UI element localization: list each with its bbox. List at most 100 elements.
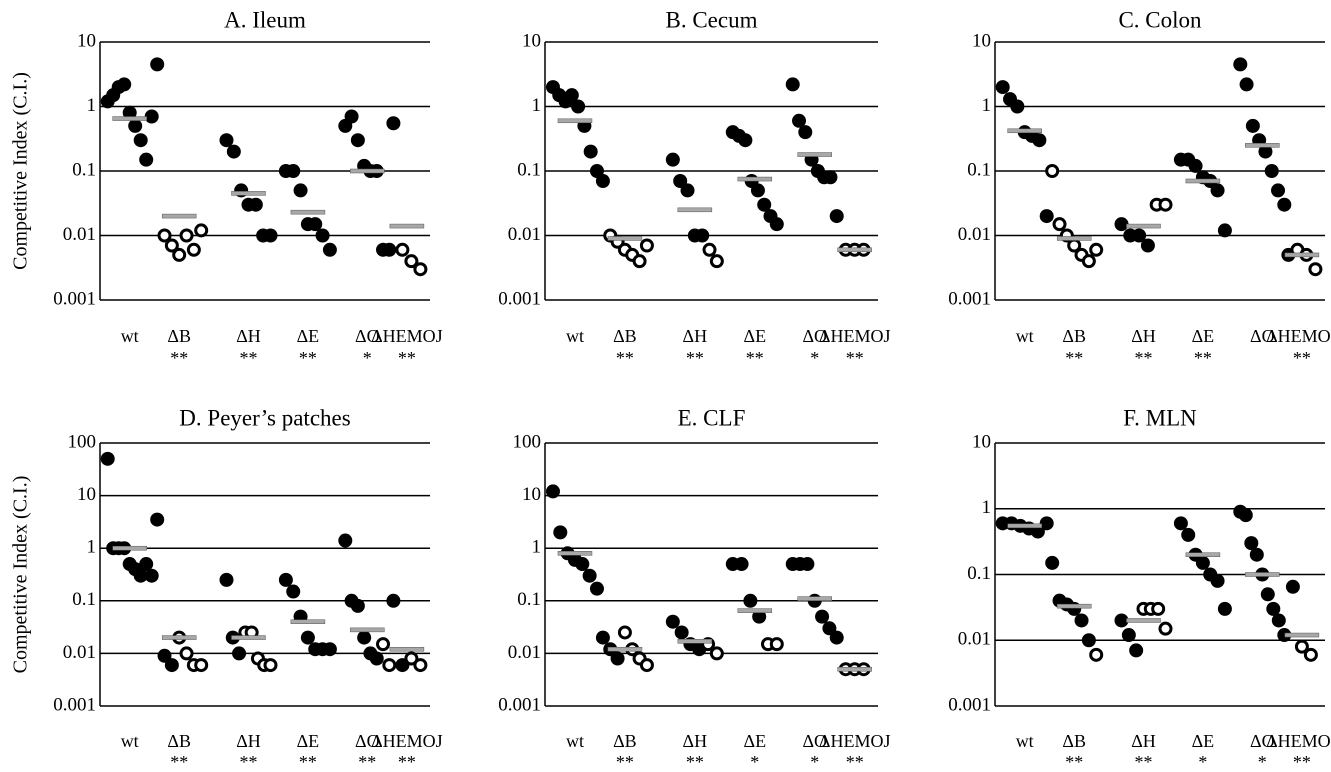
open-point bbox=[617, 625, 632, 640]
filled-point bbox=[357, 630, 372, 645]
x-tick-label: ΔH bbox=[236, 326, 261, 346]
significance: * bbox=[363, 348, 372, 368]
y-tick-label: 0.001 bbox=[498, 694, 541, 715]
x-tick-label: ΔHEMOJ bbox=[371, 731, 443, 751]
filled-point bbox=[582, 568, 597, 583]
significance: ** bbox=[1135, 752, 1153, 772]
filled-point bbox=[144, 568, 159, 583]
open-point bbox=[186, 242, 201, 257]
x-tick-label: ΔH bbox=[236, 731, 261, 751]
filled-point bbox=[738, 133, 753, 148]
median-bar bbox=[1126, 223, 1161, 229]
y-tick-label: 0.01 bbox=[63, 642, 96, 663]
open-point bbox=[263, 658, 278, 673]
x-tick-label: ΔE bbox=[744, 731, 767, 751]
median-bar bbox=[350, 168, 385, 174]
filled-point bbox=[1114, 613, 1129, 628]
x-tick-label: ΔO bbox=[802, 326, 827, 346]
filled-point bbox=[369, 651, 384, 666]
median-bar bbox=[1007, 523, 1042, 529]
significance: ** bbox=[1065, 348, 1083, 368]
filled-point bbox=[829, 630, 844, 645]
y-tick-label: 0.001 bbox=[498, 288, 541, 309]
open-point bbox=[157, 228, 172, 243]
filled-point bbox=[673, 173, 688, 188]
y-tick-label: 0.01 bbox=[63, 224, 96, 245]
filled-point bbox=[1129, 643, 1144, 658]
significance: ** bbox=[1135, 348, 1153, 368]
x-tick-label: ΔB bbox=[613, 326, 637, 346]
median-bar bbox=[1185, 178, 1221, 184]
y-tick-label: 100 bbox=[68, 431, 97, 452]
y-tick-label: 0.001 bbox=[948, 694, 991, 715]
open-point bbox=[194, 658, 209, 673]
filled-point bbox=[1264, 164, 1279, 178]
filled-point bbox=[1045, 555, 1060, 570]
filled-point bbox=[344, 109, 359, 124]
filled-point bbox=[1266, 601, 1281, 616]
x-tick-label: ΔH bbox=[1131, 326, 1156, 346]
x-tick-label: ΔH bbox=[683, 326, 708, 346]
open-point bbox=[1089, 242, 1104, 257]
filled-point bbox=[1188, 158, 1203, 173]
x-tick-label: wt bbox=[566, 731, 584, 751]
median-bar bbox=[1284, 632, 1320, 638]
y-tick-label: 0.1 bbox=[72, 589, 96, 610]
filled-point bbox=[1239, 77, 1254, 92]
filled-point bbox=[1132, 228, 1147, 243]
median-bar bbox=[161, 635, 197, 640]
filled-point bbox=[665, 614, 680, 629]
x-tick-label: ΔB bbox=[167, 731, 191, 751]
filled-point bbox=[1233, 57, 1248, 72]
x-tick-label: ΔB bbox=[613, 731, 637, 751]
significance: * bbox=[1258, 752, 1267, 772]
filled-point bbox=[350, 133, 365, 148]
filled-point bbox=[1074, 613, 1089, 628]
x-tick-label: ΔO bbox=[355, 731, 380, 751]
y-tick-label: 1 bbox=[87, 537, 97, 558]
filled-point bbox=[144, 109, 159, 124]
y-tick-label: 0.01 bbox=[508, 642, 541, 663]
filled-point bbox=[800, 557, 815, 572]
median-bar bbox=[290, 209, 326, 215]
open-point bbox=[709, 254, 724, 269]
filled-point bbox=[610, 651, 625, 666]
filled-point bbox=[750, 183, 765, 198]
x-tick-label: ΔB bbox=[1062, 326, 1086, 346]
y-tick-label: 0.01 bbox=[958, 224, 991, 245]
open-point bbox=[769, 637, 784, 652]
significance: ** bbox=[398, 348, 416, 368]
open-point bbox=[1303, 647, 1318, 662]
open-point bbox=[632, 254, 647, 269]
filled-point bbox=[595, 173, 610, 188]
median-bar bbox=[389, 223, 425, 229]
filled-point bbox=[1032, 133, 1047, 148]
filled-point bbox=[595, 630, 610, 645]
filled-point bbox=[248, 197, 263, 212]
filled-point bbox=[769, 217, 784, 232]
y-tick-label: 1 bbox=[982, 95, 992, 116]
median-bar bbox=[231, 635, 266, 640]
significance: * bbox=[1198, 752, 1207, 772]
filled-point bbox=[665, 152, 680, 167]
x-tick-label: wt bbox=[566, 326, 584, 346]
significance: ** bbox=[170, 348, 188, 368]
filled-point bbox=[1244, 536, 1259, 551]
filled-point bbox=[139, 557, 154, 572]
y-tick-label: 0.1 bbox=[72, 159, 96, 180]
filled-point bbox=[553, 525, 568, 540]
x-tick-label: ΔE bbox=[297, 731, 320, 751]
open-point bbox=[382, 658, 397, 673]
filled-point bbox=[1173, 516, 1188, 531]
y-tick-label: 0.1 bbox=[967, 159, 991, 180]
filled-point bbox=[1114, 217, 1129, 232]
filled-point bbox=[734, 557, 749, 572]
panel-title: F. MLN bbox=[1123, 405, 1197, 430]
filled-point bbox=[382, 242, 397, 257]
significance: ** bbox=[746, 348, 764, 368]
filled-point bbox=[1181, 527, 1196, 542]
filled-point bbox=[1245, 118, 1260, 133]
median-bar bbox=[112, 116, 147, 121]
y-tick-label: 0.01 bbox=[508, 224, 541, 245]
